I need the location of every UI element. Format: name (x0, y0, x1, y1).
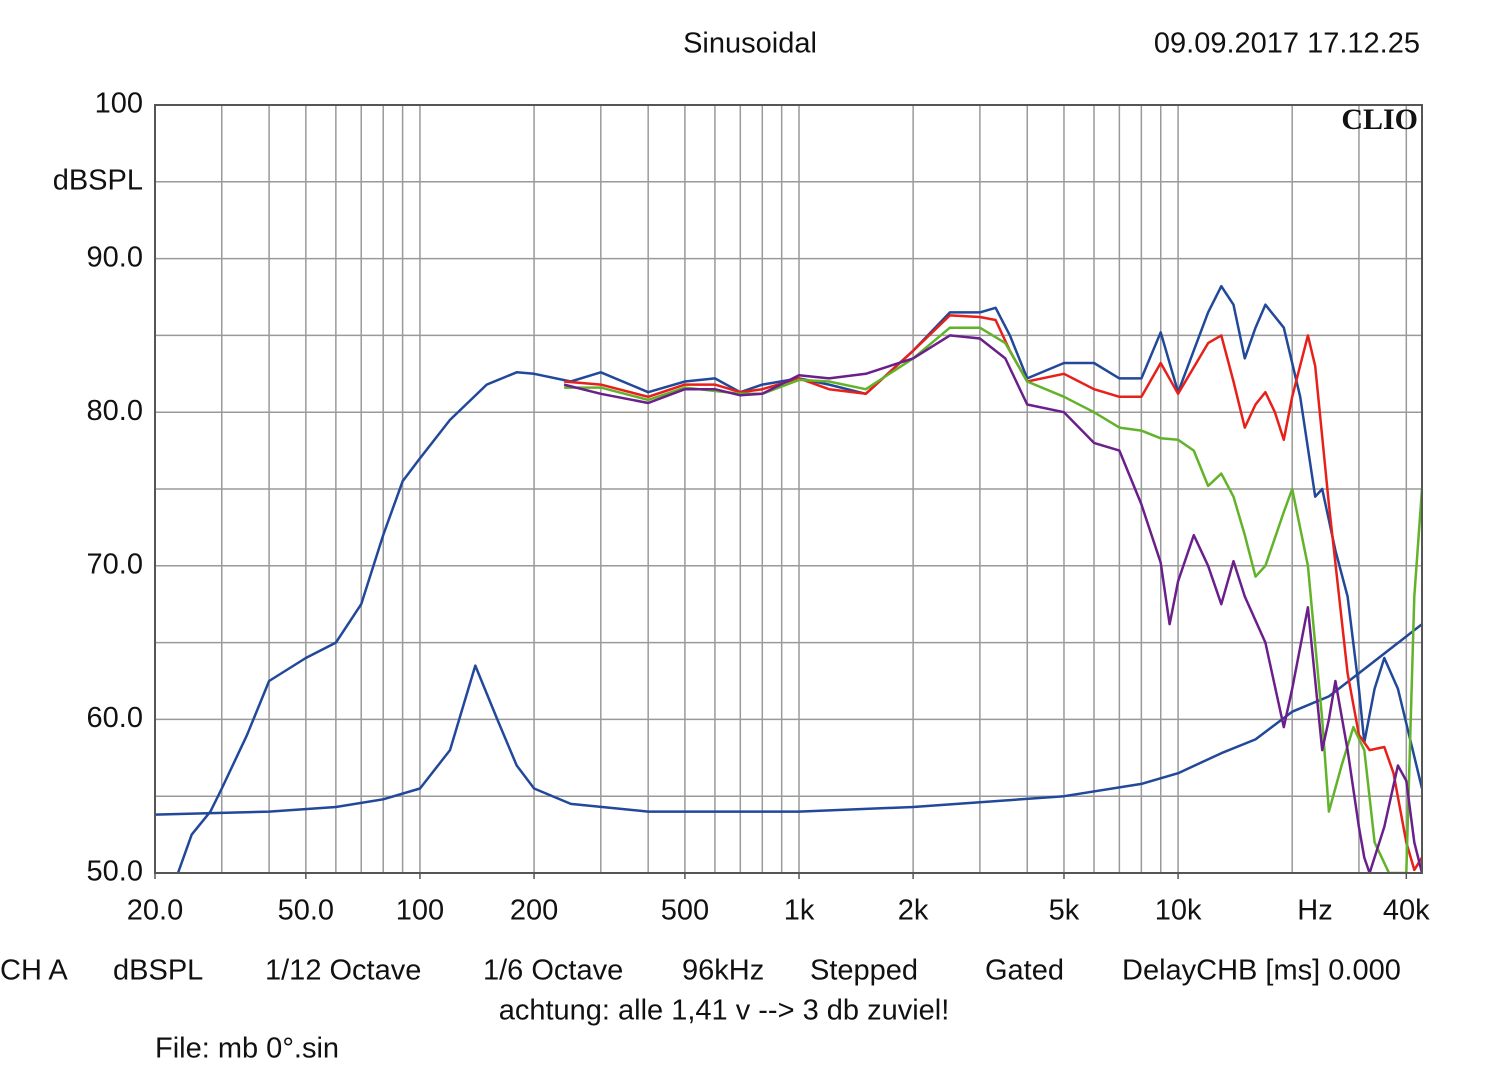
chart-title: Sinusoidal (683, 28, 817, 60)
x-tick-label: 200 (510, 895, 558, 927)
plot-frame (154, 104, 1423, 874)
x-tick-label: 500 (661, 895, 709, 927)
y-tick-label: 70.0 (87, 548, 143, 580)
series-line (564, 326, 1422, 873)
timestamp: 09.09.2017 17.12.25 (1154, 28, 1420, 60)
footer-item: 1/12 Octave (265, 955, 421, 987)
brand: CLIO (1341, 103, 1418, 136)
x-tick-label: 5k (1049, 895, 1080, 927)
y-tick-label: 50.0 (87, 856, 143, 888)
footer-item: dBSPL (113, 955, 203, 987)
y-axis-label: dBSPL (53, 165, 143, 197)
footer-item: CH A (0, 955, 68, 987)
x-tick-label: 10k (1155, 895, 1202, 927)
y-tick-label: 90.0 (87, 241, 143, 273)
x-tick-label: 40k (1383, 895, 1430, 927)
x-axis-label: Hz (1297, 895, 1332, 927)
plot-area (155, 284, 1422, 873)
footer-item: Gated (985, 955, 1064, 987)
y-tick-label: 100 (95, 88, 143, 120)
series-line (563, 334, 1422, 873)
x-tick-label: 50.0 (278, 895, 334, 927)
series-line (176, 284, 1422, 873)
file-name: File: mb 0°.sin (155, 1033, 339, 1065)
footer-item: DelayCHB [ms] 0.000 (1122, 955, 1401, 987)
note: achtung: alle 1,41 v --> 3 db zuviel! (499, 995, 950, 1027)
footer-item: 1/6 Octave (483, 955, 623, 987)
x-tick-label: 1k (784, 895, 815, 927)
x-tick-label: 20.0 (127, 895, 183, 927)
footer-item: Stepped (810, 955, 918, 987)
x-tick-label: 100 (396, 895, 444, 927)
series-line (563, 314, 1422, 872)
footer: CH A dBSPL 1/12 Octave 1/6 Octave 96kHz Stepp… (0, 955, 1401, 987)
series-line (155, 623, 1422, 816)
x-tick-label: 2k (898, 895, 929, 927)
footer-item: 96kHz (682, 955, 764, 987)
grid (154, 104, 1422, 879)
y-tick-label: 60.0 (87, 702, 143, 734)
y-tick-label: 80.0 (87, 395, 143, 427)
